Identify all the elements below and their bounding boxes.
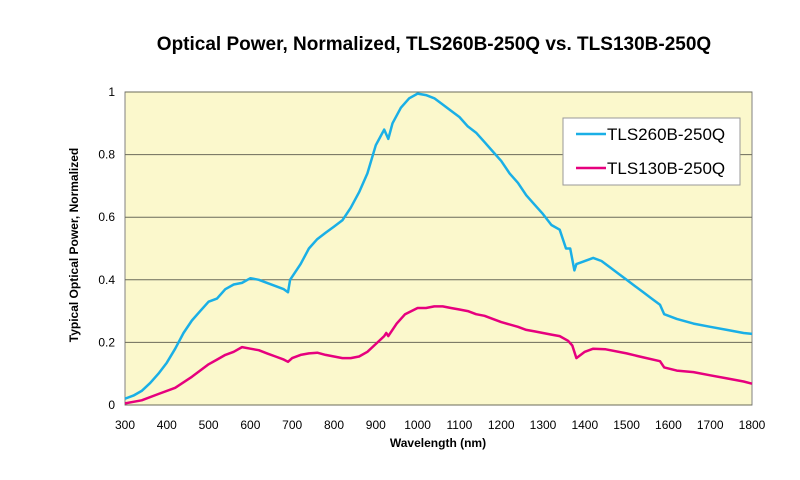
x-tick-label: 1600: [655, 418, 682, 432]
legend-box: [562, 117, 741, 186]
x-axis-label: Wavelength (nm): [390, 436, 486, 450]
x-tick-label: 1000: [404, 418, 431, 432]
y-tick-label: 1: [108, 85, 115, 99]
x-tick-label: 400: [157, 418, 177, 432]
x-tick-label: 1200: [488, 418, 515, 432]
x-tick-label: 1300: [530, 418, 557, 432]
legend: TLS260B-250Q TLS130B-250Q: [562, 117, 741, 186]
x-tick-label: 1700: [697, 418, 724, 432]
x-tick-label: 300: [115, 418, 135, 432]
x-tick-label: 1800: [739, 418, 766, 432]
x-tick-label: 1500: [613, 418, 640, 432]
y-tick-label: 0: [108, 398, 115, 412]
legend-label-tls260b: TLS260B-250Q: [607, 125, 725, 144]
x-tick-label: 1400: [571, 418, 598, 432]
y-tick-label: 0.4: [98, 273, 115, 287]
y-tick-label: 0.6: [98, 210, 115, 224]
x-tick-label: 900: [366, 418, 386, 432]
series-line-tls130b-250q: [124, 305, 753, 405]
y-tick-label: 0.8: [98, 148, 115, 162]
x-tick-label: 1100: [446, 418, 472, 432]
legend-label-tls130b: TLS130B-250Q: [607, 159, 725, 178]
y-axis-label: Typical Optical Power, Normalized: [67, 148, 81, 343]
x-tick-label: 600: [240, 418, 260, 432]
x-tick-label: 700: [282, 418, 302, 432]
chart-title: Optical Power, Normalized, TLS260B-250Q …: [157, 34, 711, 55]
x-tick-label: 500: [199, 418, 219, 432]
x-tick-label: 800: [324, 418, 344, 432]
series-line-tls260b-250q: [124, 92, 753, 400]
y-tick-label: 0.2: [98, 335, 115, 349]
